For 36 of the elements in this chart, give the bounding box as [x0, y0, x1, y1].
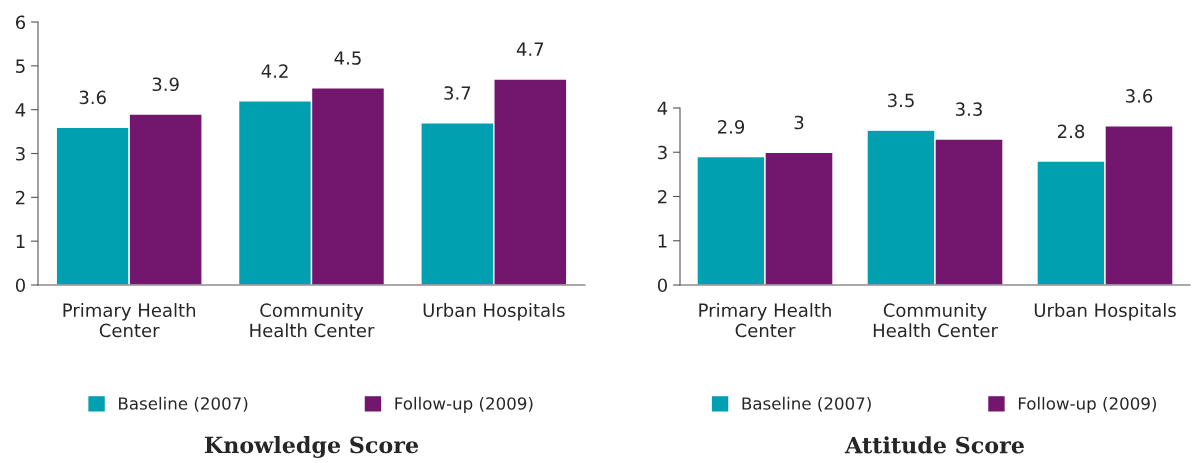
y-tick-label: 1	[16, 234, 25, 249]
y-tick-label: 4	[657, 101, 668, 115]
y-tick-label: 0	[657, 278, 667, 293]
legend-label: Baseline (2007)	[119, 396, 248, 412]
x-tick-label: Urban Hospitals	[423, 303, 565, 321]
y-tick-label: 5	[16, 59, 25, 73]
y-tick-label: 0	[15, 278, 25, 293]
y-tick-label: 2	[658, 189, 667, 204]
y-tick-label: 1	[658, 234, 667, 248]
text: Knowledge Score	[204, 436, 419, 458]
data-label: 3.6	[79, 90, 106, 105]
legend-label: Follow-up (2009)	[395, 396, 533, 413]
text: Attitude Score	[844, 436, 1024, 454]
x-tick-label: Primary Health Center	[699, 303, 831, 338]
y-tick-label: 2	[16, 190, 25, 205]
data-label: 4.7	[516, 42, 544, 56]
data-label: 3.6	[1126, 89, 1153, 103]
y-tick-label: 4	[15, 103, 26, 117]
y-tick-label: 6	[15, 15, 26, 30]
x-tick-label: Primary Health Center	[63, 303, 196, 338]
data-label: 3.9	[152, 77, 179, 92]
legend-label: Follow-up (2009)	[1018, 396, 1156, 413]
data-label: 2.8	[1057, 124, 1085, 139]
data-label: 2.9	[717, 120, 745, 134]
data-label: 4.5	[334, 51, 361, 65]
x-tick-label: Community Health Center	[250, 303, 375, 338]
data-label: 4.2	[261, 64, 288, 78]
data-label: 3	[794, 115, 804, 130]
data-label: 3.5	[888, 93, 914, 108]
x-tick-label: Urban Hospitals	[1034, 303, 1176, 321]
y-tick-label: 3	[16, 146, 25, 161]
x-tick-label: Community Health Center	[873, 303, 998, 338]
data-label: 3.7	[444, 86, 471, 100]
y-tick-label: 3	[658, 145, 667, 160]
legend-label: Baseline (2007)	[742, 396, 871, 412]
data-label: 3.3	[956, 102, 982, 117]
